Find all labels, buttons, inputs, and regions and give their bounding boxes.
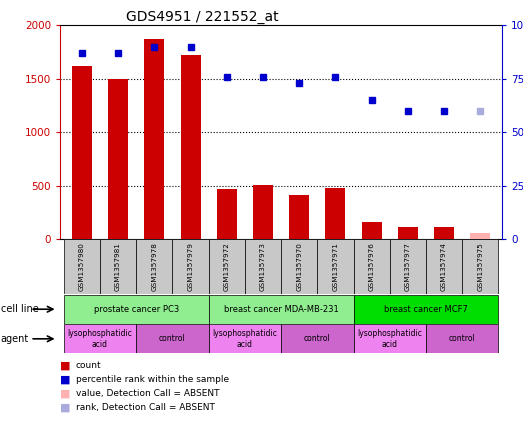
Bar	[136, 324, 209, 353]
Bar	[317, 239, 354, 294]
Bar	[209, 324, 281, 353]
Text: ■: ■	[60, 361, 71, 371]
Text: GSM1357972: GSM1357972	[224, 242, 230, 291]
Bar	[136, 239, 173, 294]
Text: GSM1357980: GSM1357980	[79, 242, 85, 291]
Text: cell line: cell line	[1, 304, 38, 314]
Text: breast cancer MCF7: breast cancer MCF7	[384, 305, 468, 314]
Bar	[470, 233, 490, 239]
Bar	[354, 295, 498, 324]
Text: prostate cancer PC3: prostate cancer PC3	[94, 305, 179, 314]
Text: GSM1357979: GSM1357979	[188, 242, 194, 291]
Text: control: control	[159, 334, 186, 343]
Text: percentile rank within the sample: percentile rank within the sample	[76, 375, 229, 385]
Bar	[209, 295, 354, 324]
Bar	[325, 188, 345, 239]
Text: value, Detection Call = ABSENT: value, Detection Call = ABSENT	[76, 389, 219, 398]
Text: ■: ■	[60, 375, 71, 385]
Bar	[217, 189, 237, 239]
Text: GSM1357975: GSM1357975	[477, 242, 483, 291]
Bar	[108, 79, 128, 239]
Text: agent: agent	[1, 334, 29, 344]
Text: GSM1357978: GSM1357978	[151, 242, 157, 291]
Text: GSM1357977: GSM1357977	[405, 242, 411, 291]
Text: ■: ■	[60, 403, 71, 413]
Bar	[253, 185, 273, 239]
Text: GSM1357970: GSM1357970	[296, 242, 302, 291]
Bar	[354, 324, 426, 353]
Bar	[72, 66, 92, 239]
Bar	[434, 227, 454, 239]
Text: GSM1357981: GSM1357981	[115, 242, 121, 291]
Bar	[64, 239, 100, 294]
Bar	[245, 239, 281, 294]
Bar	[398, 227, 418, 239]
Bar	[64, 295, 209, 324]
Bar	[426, 239, 462, 294]
Bar	[100, 239, 136, 294]
Bar	[281, 324, 354, 353]
Bar	[462, 239, 498, 294]
Text: GSM1357971: GSM1357971	[333, 242, 338, 291]
Text: lysophosphatidic
acid: lysophosphatidic acid	[67, 329, 132, 349]
Text: breast cancer MDA-MB-231: breast cancer MDA-MB-231	[224, 305, 338, 314]
Text: rank, Detection Call = ABSENT: rank, Detection Call = ABSENT	[76, 403, 215, 412]
Text: GSM1357976: GSM1357976	[369, 242, 374, 291]
Bar	[209, 239, 245, 294]
Text: GDS4951 / 221552_at: GDS4951 / 221552_at	[127, 10, 279, 25]
Bar	[180, 55, 200, 239]
Text: control: control	[304, 334, 331, 343]
Text: count: count	[76, 361, 101, 371]
Bar	[281, 239, 317, 294]
Bar	[426, 324, 498, 353]
Bar	[289, 195, 309, 239]
Text: lysophosphatidic
acid: lysophosphatidic acid	[357, 329, 422, 349]
Text: control: control	[449, 334, 475, 343]
Bar	[390, 239, 426, 294]
Bar	[173, 239, 209, 294]
Bar	[144, 39, 164, 239]
Bar	[362, 222, 382, 239]
Text: ■: ■	[60, 389, 71, 399]
Text: GSM1357974: GSM1357974	[441, 242, 447, 291]
Bar	[64, 324, 136, 353]
Text: GSM1357973: GSM1357973	[260, 242, 266, 291]
Bar	[354, 239, 390, 294]
Text: lysophosphatidic
acid: lysophosphatidic acid	[212, 329, 277, 349]
